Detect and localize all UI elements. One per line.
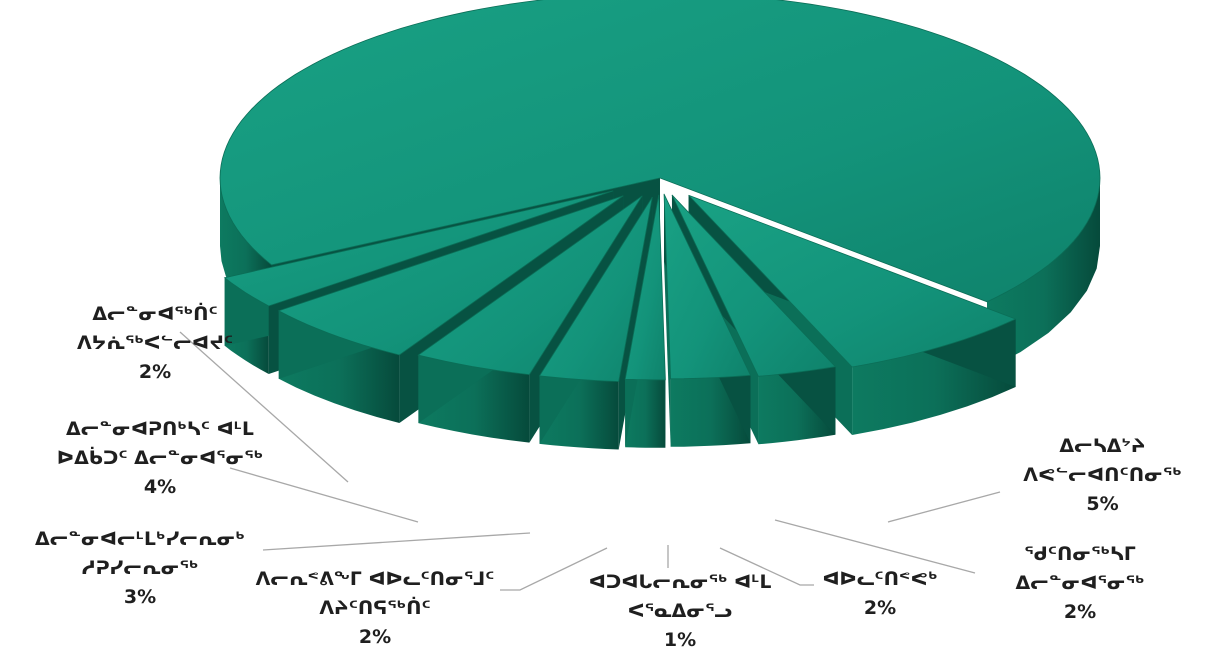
slice-top xyxy=(624,194,666,381)
slice-value-label: 4% xyxy=(143,476,177,498)
leader-line xyxy=(179,331,349,483)
slice-top xyxy=(277,195,624,356)
slice-label-text: ᐃᓕᓐᓂᐊᖅᑏᑦ xyxy=(92,303,218,325)
slice-value-label: 2% xyxy=(138,361,172,383)
slice-top xyxy=(688,194,1017,368)
leader-line xyxy=(774,519,976,574)
slice-label-policy-planning: ᐊᑐᐊᒐᓕᕆᓂᖅ ᐊᒻᒪ ᐸᕐᓇᐃᓂᕐᓗ 1% xyxy=(555,568,805,655)
slice-value-label: 2% xyxy=(358,626,392,648)
slice-top xyxy=(663,193,752,380)
pie-slice-5 xyxy=(663,193,752,447)
slice-label-text: ᐱᕙᓪᓕᐊᑎᑦᑎᓂᖅ xyxy=(1023,464,1182,486)
slice-label-teacher-development: ᐃᓕᓴᐃᔾᔨ ᐱᕙᓪᓕᐊᑎᑦᑎᓂᖅ 5% xyxy=(1000,432,1205,519)
slice-value-label: 1% xyxy=(663,629,697,651)
pie-slice-4 xyxy=(624,194,666,448)
slice-label-text: ᐃᓕᓴᐃᔾᔨ xyxy=(1059,435,1146,457)
slice-label-tuition: ᐃᓕᓐᓂᐊᖅᑏᑦ ᐱᔭᕇᖅᐸᓪᓕᐊᔪᑦ 2% xyxy=(30,300,280,387)
slice-label-text: ᐱᔨᑦᑎᕋᖅᑏᑦ xyxy=(319,597,431,619)
slice-top xyxy=(223,190,614,307)
slice-label-text: ᐸᕐᓇᐃᓂᕐᓗ xyxy=(627,600,733,622)
slice-value-label: 5% xyxy=(1086,493,1119,515)
slice-label-text: ᐊᐅᓚᑦᑎᕝᕙᒃ xyxy=(822,568,938,590)
slice-top xyxy=(538,196,653,382)
slice-label-text: ᐱᓕᕆᕝᕕᖕᒥ ᐊᐅᓚᑦᑎᓂᕐᒧᑦ xyxy=(255,568,495,590)
slice-value-label: 2% xyxy=(1063,601,1097,623)
leader-line xyxy=(719,547,814,586)
slice-top xyxy=(219,0,1101,303)
slice-label-text: ᓱᕈᓯᓕᕆᓂᖅ xyxy=(81,557,199,579)
slice-value-label: 3% xyxy=(123,586,157,608)
slice-label-text: ᐃᓕᓐᓂᐊᓕᒻᒪᒃᓯᓕᕆᓂᒃ xyxy=(35,528,245,550)
leader-line xyxy=(229,467,419,523)
slice-label-text: ᐱᔭᕇᖅᐸᓪᓕᐊᔪᑦ xyxy=(76,332,234,354)
leader-line xyxy=(262,532,531,551)
slice-label-text: ᐊᑐᐊᒐᓕᕆᓂᖅ ᐊᒻᒪ xyxy=(588,571,772,593)
slice-label-text: ᖁᑦᑎᓂᖅᓴᒥ xyxy=(1024,543,1136,565)
slice-label-text: ᐃᓕᓐᓂᐊᕐᓂᖅ xyxy=(1015,572,1145,594)
slice-top xyxy=(417,195,643,376)
slice-label-text: ᐃᓕᓐᓂᐊᕈᑎᒃᓴᑦ ᐊᒻᒪ xyxy=(66,418,254,440)
slice-label-learning-materials: ᐃᓕᓐᓂᐊᕈᑎᒃᓴᑦ ᐊᒻᒪ ᐅᐃᑳᑐᑦ ᐃᓕᓐᓂᐊᕐᓂᖅ 4% xyxy=(10,415,310,502)
slice-label-director: ᐊᐅᓚᑦᑎᕝᕙᒃ 2% xyxy=(795,565,965,623)
slice-side xyxy=(625,379,666,448)
slice-value-label: 2% xyxy=(863,597,897,619)
slice-label-higher-education: ᖁᑦᑎᓂᖅᓴᒥ ᐃᓕᓐᓂᐊᕐᓂᖅ 2% xyxy=(970,540,1190,627)
leader-line xyxy=(887,491,1001,523)
slice-label-text: ᐅᐃᑳᑐᑦ ᐃᓕᓐᓂᐊᕐᓂᖅ xyxy=(56,447,264,469)
slice-top xyxy=(671,194,837,377)
leader-line xyxy=(500,547,608,591)
slice-label-office-administration: ᐱᓕᕆᕝᕕᖕᒥ ᐊᐅᓚᑦᑎᓂᕐᒧᑦ ᐱᔨᑦᑎᕋᖅᑏᑦ 2% xyxy=(245,565,505,652)
slice-label-computer-training: ᐃᓕᓐᓂᐊᓕᒻᒪᒃᓯᓕᕆᓂᒃ ᓱᕈᓯᓕᕆᓂᖅ 3% xyxy=(0,525,280,612)
